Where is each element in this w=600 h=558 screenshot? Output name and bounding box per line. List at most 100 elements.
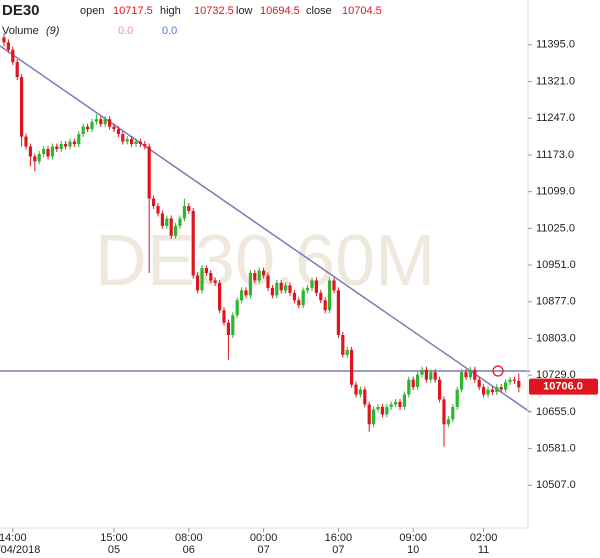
x-tick-date: 05 [108, 544, 120, 556]
candle-body [248, 273, 252, 296]
candle-body [209, 273, 213, 281]
last-price-label: 10706.0 [543, 381, 583, 393]
candle-body [55, 146, 59, 149]
candle-body [218, 282, 222, 311]
candle-body [363, 389, 367, 405]
high-value: 10732.5 [194, 5, 234, 17]
candle-body [160, 213, 164, 226]
candle-body [482, 387, 486, 395]
candle-body [200, 268, 204, 291]
y-tick-label: 10581.0 [536, 443, 576, 455]
candle-body [270, 287, 274, 296]
candle-body [50, 146, 54, 157]
candle-body [376, 406, 380, 410]
x-tick-date: 11 [478, 544, 489, 556]
open-label: open [80, 5, 104, 17]
y-tick-label: 10803.0 [536, 332, 576, 344]
candle-body [178, 218, 182, 226]
candle-body [297, 300, 301, 306]
candle-body [231, 315, 235, 336]
y-tick-label: 11247.0 [536, 112, 575, 124]
candle-body [508, 379, 512, 383]
candle-body [420, 369, 424, 375]
candle-body [429, 372, 433, 380]
candle-body [156, 206, 160, 214]
candle-body [380, 406, 384, 415]
open-value: 10717.5 [113, 5, 153, 17]
y-tick-label: 10951.0 [536, 259, 576, 271]
x-tick-date: 07 [332, 544, 344, 556]
candle-body [174, 225, 178, 236]
candle-body [332, 280, 336, 291]
candle-body [94, 119, 98, 122]
y-tick-label: 11395.0 [536, 39, 575, 51]
candle-body [455, 389, 459, 407]
candle-body [284, 285, 288, 291]
x-tick-date: 07 [257, 544, 269, 556]
watermark: DE30,60M [95, 221, 435, 301]
candle-body [266, 275, 270, 288]
candle-body [477, 379, 481, 388]
candle-body [341, 335, 345, 355]
volume-value: 0.0 [162, 25, 177, 37]
candle-body [90, 121, 94, 130]
close-label: close [306, 5, 332, 17]
candle-body [495, 387, 499, 393]
x-tick-label: 14:00 [0, 532, 27, 544]
candle-body [11, 49, 15, 63]
candle-body [262, 270, 266, 276]
candle-body [451, 406, 455, 420]
y-tick-label: 10507.0 [536, 479, 576, 491]
candle-body [15, 62, 19, 78]
volume-period: (9) [46, 25, 60, 37]
candle-body [6, 42, 10, 50]
candle-body [257, 270, 261, 281]
candle-body [121, 134, 125, 142]
candle-body [372, 409, 376, 425]
candle-body [275, 282, 279, 296]
candle-body [411, 379, 415, 388]
candle-body [72, 141, 76, 145]
candle-body [81, 126, 85, 135]
candle-body [407, 379, 411, 395]
candle-body [86, 126, 90, 130]
candle-body [345, 349, 349, 355]
candle-body [182, 206, 186, 219]
x-tick-label: 02:00 [470, 532, 498, 544]
candle-body [499, 387, 503, 390]
candle-body [108, 119, 112, 127]
x-tick-label: 09:00 [399, 532, 427, 544]
candle-body [416, 374, 420, 388]
candle-body [235, 300, 239, 316]
candle-body [517, 380, 521, 388]
x-tick-date: 12/04/2018 [0, 544, 40, 556]
candle-body [240, 290, 244, 301]
candle-body [473, 369, 477, 380]
candle-body [490, 389, 494, 393]
candle-body [138, 141, 142, 145]
x-tick-label: 15:00 [100, 532, 128, 544]
candle-body [33, 156, 37, 162]
candle-body [310, 280, 314, 288]
symbol-title: DE30 [2, 2, 40, 19]
candle-body [385, 406, 389, 415]
y-tick-label: 11099.0 [536, 186, 575, 198]
candle-body [319, 292, 323, 301]
candle-body [77, 134, 81, 145]
y-tick-label: 11173.0 [536, 149, 574, 161]
candle-body [512, 379, 516, 381]
candle-body [20, 77, 24, 137]
volume-label: Volume [2, 25, 39, 37]
y-tick-label: 10655.0 [536, 406, 576, 418]
candle-body [253, 273, 257, 281]
candle-body [116, 129, 120, 135]
candle-body [288, 285, 292, 293]
x-tick-label: 00:00 [250, 532, 278, 544]
candle-body [367, 404, 371, 425]
candle-body [301, 290, 305, 306]
candle-body [433, 372, 437, 380]
candle-body [468, 369, 472, 378]
candle-body [64, 144, 68, 147]
candle-body [134, 141, 138, 145]
candle-body [354, 384, 358, 395]
